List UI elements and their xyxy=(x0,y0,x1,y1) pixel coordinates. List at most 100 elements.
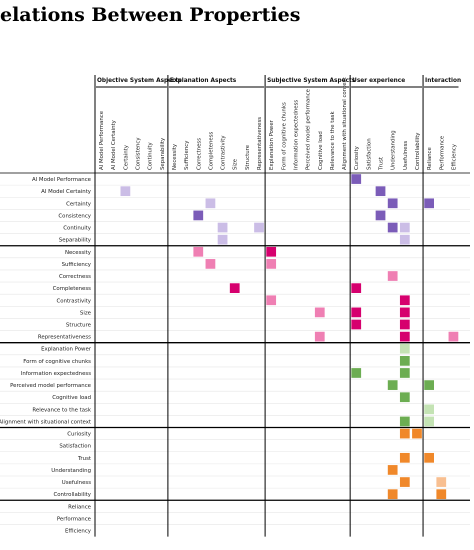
column-label: Necessity xyxy=(172,143,178,170)
row-label: Satisfaction xyxy=(59,444,91,450)
relation-cell xyxy=(399,222,410,233)
row-label: Trust xyxy=(77,456,91,462)
relation-cell xyxy=(424,198,434,209)
column-label: Continuity xyxy=(148,141,154,170)
column-label: Trust xyxy=(379,157,385,171)
row-label: Reliance xyxy=(68,504,91,510)
relation-cell xyxy=(314,331,325,342)
relation-cell xyxy=(120,186,131,197)
relation-cell xyxy=(351,368,362,378)
row-label: Representativeness xyxy=(38,335,91,341)
relation-cell xyxy=(387,380,398,390)
row-label: AI Model Certainty xyxy=(41,189,92,195)
column-label: Relevance to the task xyxy=(330,111,336,170)
relation-cell xyxy=(399,319,410,330)
column-label: Form of cognitive chunks xyxy=(281,102,287,170)
relation-cell xyxy=(399,295,410,306)
relation-cell xyxy=(266,295,277,306)
row-label: AI Model Performance xyxy=(32,177,92,183)
row-label: Continuity xyxy=(63,226,92,232)
row-label: Consistency xyxy=(58,213,91,219)
column-label: Curiosity xyxy=(354,145,360,170)
relation-cell xyxy=(399,234,410,245)
row-label: Understanding xyxy=(51,468,91,474)
relation-cell xyxy=(387,198,398,209)
relation-cell xyxy=(375,186,386,197)
row-label: Certainty xyxy=(66,201,92,207)
column-label: AI Model Certainty xyxy=(111,119,117,170)
row-label: Separability xyxy=(59,238,92,244)
column-label: Correctness xyxy=(196,138,202,170)
column-label: Cognitive load xyxy=(318,131,324,170)
column-label: Contrastivity xyxy=(221,135,227,170)
column-label: Consistency xyxy=(136,137,142,170)
row-label: Information expectedness xyxy=(21,371,91,377)
relation-cell xyxy=(399,477,410,487)
column-label: Usefulness xyxy=(403,141,409,170)
relation-cell xyxy=(424,404,434,415)
relation-cell xyxy=(375,210,386,221)
column-label: Reliance xyxy=(427,147,433,170)
row-label: Curiosity xyxy=(67,432,92,438)
row-label: Explanation Power xyxy=(41,347,92,353)
row-label: Form of cognitive chunks xyxy=(23,359,91,365)
row-label: Perceived model performance xyxy=(10,383,92,389)
row-label: Contrastivity xyxy=(56,298,91,304)
row-label: Cognitive load xyxy=(52,395,91,401)
row-label: Relevance to the task xyxy=(32,407,91,413)
column-label: Efficiency xyxy=(451,143,457,170)
relation-cell xyxy=(399,368,410,378)
relation-cell xyxy=(399,343,410,354)
column-label: Certainty xyxy=(123,144,129,170)
relation-cell xyxy=(351,319,362,330)
column-label: Information expectedness xyxy=(293,100,299,170)
column-label: Alignment with situational context xyxy=(342,77,348,170)
relation-cell xyxy=(217,222,228,233)
relation-cell xyxy=(387,271,398,281)
relation-cell xyxy=(314,307,325,318)
row-label: Controllability xyxy=(53,492,91,498)
relation-cell xyxy=(351,307,362,318)
relation-cell xyxy=(193,246,204,257)
relation-cell xyxy=(412,428,422,439)
column-label: Satisfaction xyxy=(366,138,372,170)
relation-cell xyxy=(436,489,447,500)
relation-cell xyxy=(399,428,410,439)
column-label: Representativeness xyxy=(257,117,263,170)
row-label: Structure xyxy=(66,323,92,329)
relation-cell xyxy=(448,331,459,342)
relation-cell xyxy=(399,331,410,342)
relation-cell xyxy=(229,283,240,293)
row-label: Completeness xyxy=(53,286,92,292)
row-label: Usefulness xyxy=(62,480,91,486)
row-label: Necessity xyxy=(65,250,92,256)
row-label: Size xyxy=(80,310,92,316)
column-label: Explanation Power xyxy=(269,119,275,170)
relation-cell xyxy=(424,416,434,427)
relation-cell xyxy=(399,416,410,427)
column-label: Performance xyxy=(439,135,445,170)
relation-cell xyxy=(351,283,362,293)
relation-cell xyxy=(387,465,398,475)
relation-cell xyxy=(399,307,410,318)
column-group-label: User experience xyxy=(352,78,405,84)
row-label: Efficiency xyxy=(65,529,92,535)
relation-cell xyxy=(424,380,434,390)
column-group-label: Subjective System Aspects xyxy=(267,78,356,84)
row-label: Alignment with situational context xyxy=(0,419,91,425)
relation-cell xyxy=(424,452,434,463)
relation-cell xyxy=(436,477,447,487)
relation-cell xyxy=(266,246,277,257)
column-label: Structure xyxy=(245,144,251,170)
relation-cell xyxy=(387,489,398,500)
column-label: Completeness xyxy=(208,131,214,170)
relation-cell xyxy=(205,259,216,269)
relation-cell xyxy=(217,234,228,245)
relation-cell xyxy=(399,392,410,403)
column-label: Sufficiency xyxy=(184,140,190,170)
relation-cell xyxy=(399,452,410,463)
relation-cell xyxy=(254,222,264,233)
column-group-label: Objective System Aspects xyxy=(97,78,182,84)
relation-cell xyxy=(193,210,204,221)
